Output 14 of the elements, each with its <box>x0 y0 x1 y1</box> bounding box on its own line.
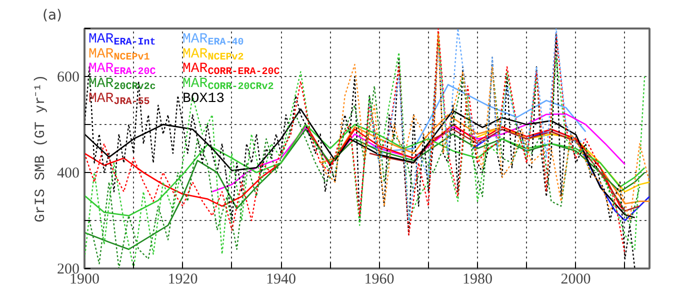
y-tick-label: 400 <box>57 166 80 182</box>
x-tick-label: 1920 <box>168 272 198 288</box>
y-axis-title: GrIS SMB (GT yr⁻¹) <box>33 74 49 222</box>
y-tick-label: 600 <box>57 70 80 86</box>
x-tick-label: 1980 <box>462 272 493 288</box>
line-series <box>368 28 586 222</box>
x-tick-label: 1940 <box>266 272 296 288</box>
line-series <box>212 113 626 192</box>
x-tick-label: 1960 <box>364 272 394 288</box>
line-series <box>320 32 650 222</box>
chart-title: (a) <box>42 8 62 24</box>
x-tick-label: 2000 <box>560 272 591 288</box>
line-series <box>368 128 640 212</box>
line-series <box>472 126 650 192</box>
